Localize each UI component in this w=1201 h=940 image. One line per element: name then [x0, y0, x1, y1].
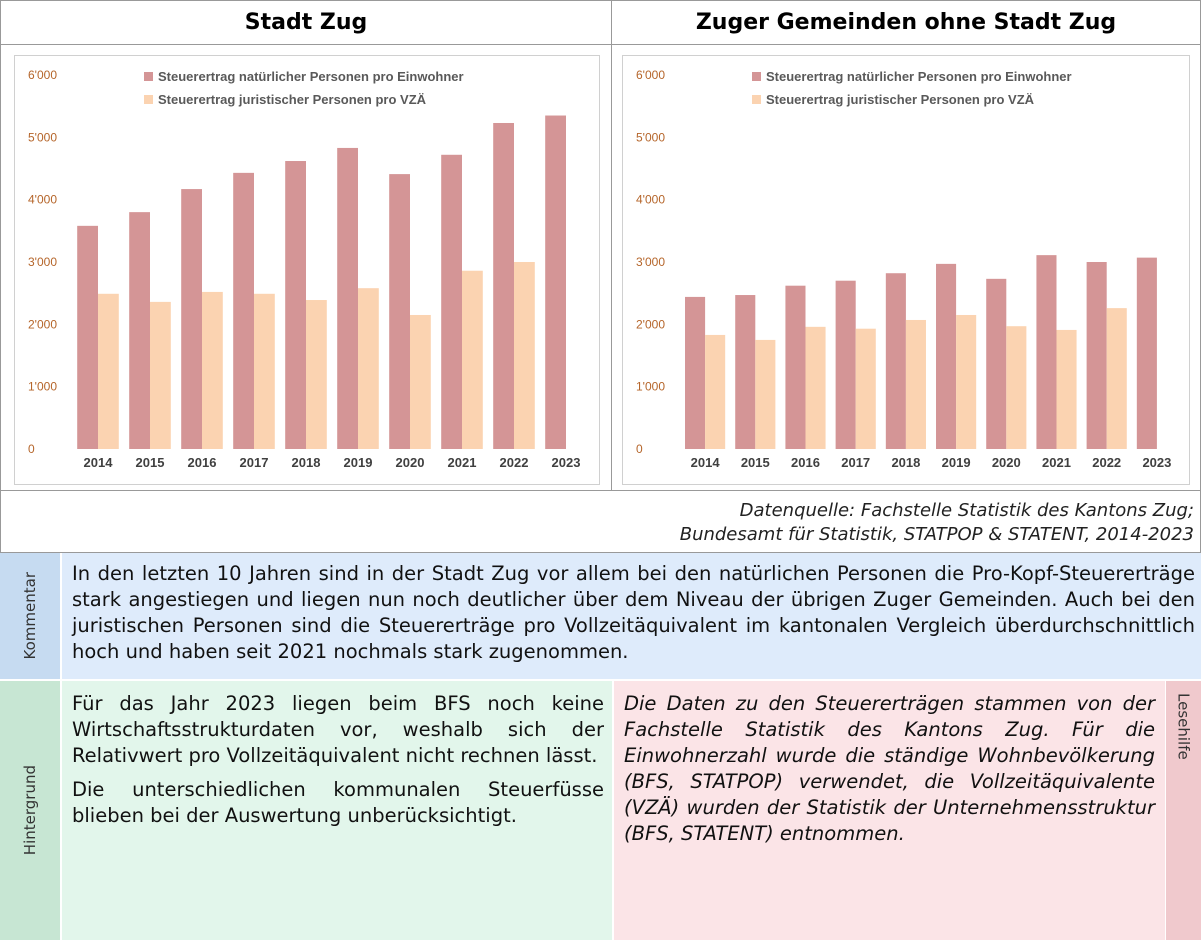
bar [1036, 255, 1057, 449]
paragraph: Für das Jahr 2023 liegen beim BFS noch k… [72, 692, 604, 767]
bar [1086, 262, 1107, 449]
y-tick-label: 0 [636, 442, 643, 456]
y-tick-label: 3'000 [28, 255, 57, 269]
bar [514, 262, 535, 449]
label: Lesehilfe [1174, 693, 1193, 760]
label: Kommentar [21, 572, 39, 660]
y-tick-label: 0 [28, 442, 35, 456]
x-tick-label: 2017 [240, 455, 269, 470]
legend-swatch [144, 72, 153, 81]
y-tick-label: 2'000 [28, 317, 57, 331]
side-label: Kommentar [0, 553, 60, 679]
bar [986, 278, 1007, 449]
bar [202, 291, 223, 449]
side-label: Hintergrund [0, 681, 60, 940]
bar [785, 285, 806, 449]
label: Hintergrund [21, 765, 39, 856]
bar [462, 270, 483, 449]
x-tick-label: 2015 [741, 455, 770, 470]
bar [98, 293, 119, 449]
x-tick-label: 2022 [1092, 455, 1121, 470]
bar [805, 326, 826, 449]
y-tick-label: 6'000 [28, 68, 57, 82]
x-tick-label: 2021 [1042, 455, 1071, 470]
chart: 0 1'000 2'000 3'000 4'000 5'000 6'000 Steuerert… [622, 55, 1190, 485]
legend-label: Steuerertrag natürlicher Personen pro Ei… [158, 69, 464, 84]
y-tick-label: 1'000 [636, 380, 665, 394]
y-tick-label: 1'000 [28, 380, 57, 394]
legend-swatch [144, 95, 153, 104]
x-tick-label: 2022 [500, 455, 529, 470]
legend-label: Steuerertrag natürlicher Personen pro Ei… [766, 69, 1072, 84]
background: Für das Jahr 2023 liegen beim BFS noch k… [62, 681, 612, 940]
x-tick-label: 2020 [992, 455, 1021, 470]
bar [956, 314, 977, 449]
bar [441, 154, 462, 449]
bar [129, 212, 150, 449]
y-tick-label: 5'000 [636, 130, 665, 144]
x-tick-label: 2017 [841, 455, 870, 470]
x-tick-label: 2015 [136, 455, 165, 470]
bar [705, 334, 726, 449]
bar [285, 161, 306, 449]
x-tick-label: 2016 [188, 455, 217, 470]
legend-swatch [752, 95, 761, 104]
chart: 0 1'000 2'000 3'000 4'000 5'000 6'000 Steuerert… [14, 55, 600, 485]
bar [254, 293, 275, 449]
legend-swatch [752, 72, 761, 81]
bar [855, 328, 876, 449]
bar [1056, 329, 1077, 449]
y-tick-label: 2'000 [636, 317, 665, 331]
bar [181, 189, 202, 449]
bar [1006, 326, 1027, 449]
x-tick-label: 2023 [1142, 455, 1171, 470]
header-left: Stadt Zug [0, 0, 612, 45]
y-tick-label: 4'000 [636, 193, 665, 207]
y-tick-label: 5'000 [28, 130, 57, 144]
x-tick-label: 2016 [791, 455, 820, 470]
bar [389, 174, 410, 450]
x-tick-label: 2019 [942, 455, 971, 470]
x-tick-label: 2019 [344, 455, 373, 470]
bar [545, 115, 566, 449]
x-tick-label: 2014 [691, 455, 721, 470]
source: Datenquelle: Fachstelle Statistik des Ka… [0, 490, 1201, 553]
source-line: Datenquelle: Fachstelle Statistik des Ka… [739, 500, 1194, 521]
y-tick-label: 4'000 [28, 193, 57, 207]
source-line: Bundesamt für Statistik, STATPOP & STATE… [679, 524, 1194, 545]
header-right: Zuger Gemeinden ohne Stadt Zug [611, 0, 1201, 45]
paragraph: Die unterschiedlichen kommunalen Steuerf… [72, 778, 604, 827]
bar [493, 122, 514, 449]
bar [1136, 257, 1157, 449]
x-tick-label: 2018 [292, 455, 321, 470]
x-tick-label: 2018 [891, 455, 920, 470]
bar [306, 300, 327, 449]
bar [905, 319, 926, 449]
bar [835, 280, 856, 449]
y-tick-label: 3'000 [636, 255, 665, 269]
bar [150, 301, 171, 449]
bar [936, 263, 957, 449]
bar [735, 295, 756, 449]
x-tick-label: 2020 [396, 455, 425, 470]
bar [1106, 308, 1127, 449]
x-tick-label: 2014 [84, 455, 114, 470]
x-tick-label: 2021 [448, 455, 477, 470]
x-tick-label: 2023 [552, 455, 581, 470]
comment: In den letzten 10 Jahren sind in der Sta… [62, 553, 1201, 679]
bar [358, 288, 379, 449]
bar [755, 339, 776, 449]
reading-help: Die Daten zu den Steuererträgen stammen … [614, 681, 1165, 940]
bar [885, 273, 906, 449]
legend-label: Steuerertrag juristischer Personen pro V… [766, 92, 1035, 107]
bar [77, 225, 98, 449]
bar [685, 296, 706, 449]
bar [233, 172, 254, 449]
bar [410, 314, 431, 449]
legend-label: Steuerertrag juristischer Personen pro V… [158, 92, 427, 107]
y-tick-label: 6'000 [636, 68, 665, 82]
side-label: Lesehilfe [1166, 681, 1201, 940]
bar [337, 147, 358, 449]
